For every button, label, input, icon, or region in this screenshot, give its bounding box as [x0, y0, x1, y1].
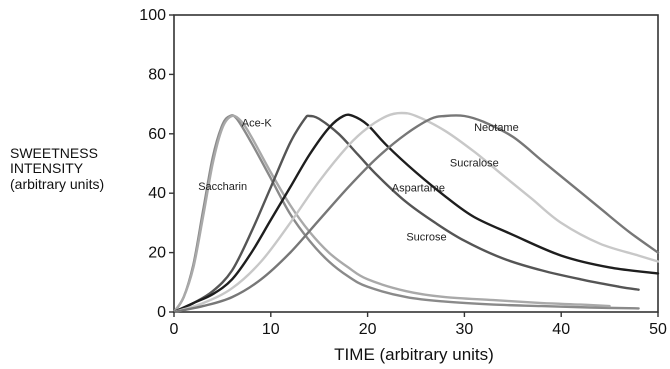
neotame-line	[172, 114, 660, 314]
saccharin-line	[172, 114, 640, 314]
y-tick-label: 0	[157, 304, 166, 321]
y-tick-label: 40	[148, 185, 166, 202]
y-axis-label-line-3: (arbitrary units)	[10, 176, 104, 192]
plot-border	[173, 14, 659, 313]
aspartame-line	[172, 113, 660, 314]
y-tick-label: 20	[148, 245, 166, 262]
x-tick-label: 20	[359, 321, 377, 338]
ace-k-line	[172, 114, 611, 314]
series-layer	[172, 111, 660, 314]
y-tick-label: 60	[148, 126, 166, 143]
plot-frame	[173, 14, 659, 313]
x-tick-label: 30	[456, 321, 474, 338]
annotation-saccharin: Saccharin	[198, 181, 247, 193]
sucralose-line	[172, 111, 660, 314]
y-axis-label-line-2: INTENSITY	[10, 160, 84, 176]
x-tick-label: 10	[262, 321, 280, 338]
y-axis-label-line-1: SWEETNESS	[10, 145, 98, 161]
annotation-neotame: Neotame	[474, 122, 519, 134]
annotation-aspartame: Aspartame	[392, 183, 445, 195]
annotation-sucralose: Sucralose	[450, 157, 499, 169]
annotation-layer: Ace-K Neotame Sucralose Saccharin Aspartame S…	[198, 117, 519, 243]
x-tick-label: 40	[552, 321, 570, 338]
series-3-line	[172, 114, 640, 314]
y-tick-label: 80	[148, 66, 166, 83]
y-tick-label: 100	[139, 7, 166, 24]
annotation-sucrose: Sucrose	[406, 232, 446, 244]
x-axis-label: TIME (arbitrary units)	[334, 345, 494, 364]
tick-layer: 0 20 40 60 80 100 0 10 20 30 40 50	[139, 7, 667, 338]
x-tick-label: 0	[170, 321, 179, 338]
annotation-ace-k: Ace-K	[242, 117, 273, 129]
x-tick-label: 50	[649, 321, 667, 338]
